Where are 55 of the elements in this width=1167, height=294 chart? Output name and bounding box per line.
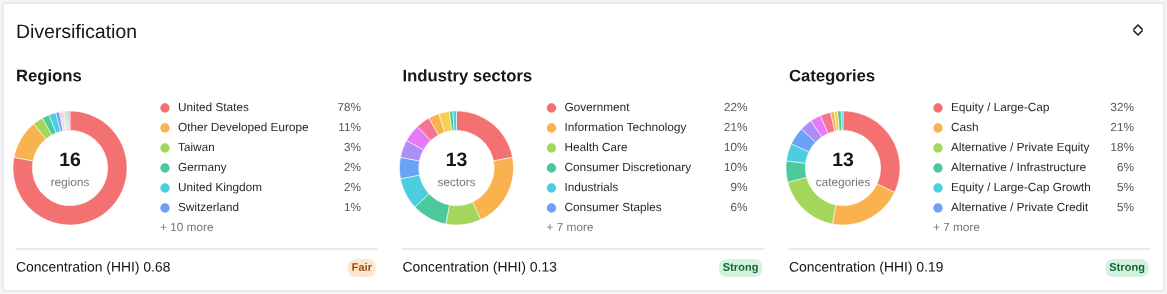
data-label: 18%	[1111, 142, 1134, 152]
data-label: 22%	[724, 102, 748, 112]
legend-label: Health Care	[565, 142, 627, 152]
legend-label: Industrials	[565, 182, 618, 192]
legend-label: Consumer Staples	[565, 202, 662, 214]
data-label: 9%	[730, 182, 748, 192]
text: Concentration (HHI) 0.13	[403, 261, 557, 275]
legend-label: Equity / Large-Cap	[951, 102, 1049, 114]
legend-label: Taiwan	[178, 142, 214, 152]
data-label: 32%	[1110, 102, 1134, 112]
text: Strong	[723, 263, 758, 274]
data-label: 2%	[344, 162, 361, 172]
data-label: 5%	[1117, 202, 1134, 212]
text: sectors	[437, 178, 476, 187]
data-label: 21%	[724, 122, 748, 132]
legend-label: United States	[178, 102, 249, 112]
legend-label: Germany	[178, 162, 227, 174]
chart-title: Categories	[789, 69, 875, 85]
legend-label: Cash	[951, 122, 978, 132]
data-label: 11%	[339, 122, 361, 132]
text: Fair	[352, 262, 372, 271]
data-label: 21%	[1110, 122, 1134, 132]
legend-label: Equity / Large-Cap Growth	[951, 182, 1090, 194]
legend-label: Switzerland	[178, 202, 239, 212]
legend-label: Information Technology	[565, 122, 687, 134]
text: Strong	[1109, 263, 1145, 274]
data-label: 6%	[1117, 162, 1134, 172]
data-label: 10%	[724, 142, 748, 152]
legend-label: Alternative / Private Equity	[951, 142, 1090, 154]
text: 13	[833, 152, 854, 167]
data-label: 5%	[1117, 182, 1134, 192]
text: Concentration (HHI) 0.68	[16, 261, 170, 275]
data-label: 3%	[344, 142, 361, 152]
data-label: 2%	[344, 182, 361, 192]
legend-label: Government	[565, 102, 630, 112]
legend-label: Alternative / Infrastructure	[951, 162, 1086, 172]
data-label: 10%	[724, 162, 748, 172]
text: Concentration (HHI) 0.19	[789, 261, 943, 275]
text: + 7 more	[933, 222, 980, 232]
legend-label: United Kingdom	[178, 182, 262, 194]
legend-label: Other Developed Europe	[178, 122, 309, 134]
chart-title: Industry sectors	[403, 69, 532, 85]
data-label: 6%	[731, 202, 748, 212]
text: Diversification	[17, 23, 136, 39]
data-label: 78%	[337, 102, 361, 112]
text: regions	[51, 177, 89, 189]
data-label: 1%	[344, 202, 361, 212]
text: 13	[446, 152, 467, 167]
text: 16	[60, 152, 81, 167]
text: + 10 more	[160, 222, 213, 232]
legend-label: Alternative / Private Credit	[951, 202, 1089, 212]
text: + 7 more	[547, 222, 593, 232]
legend-label: Consumer Discretionary	[565, 162, 692, 174]
text: categories	[816, 177, 870, 189]
chart-title: Regions	[17, 69, 82, 85]
